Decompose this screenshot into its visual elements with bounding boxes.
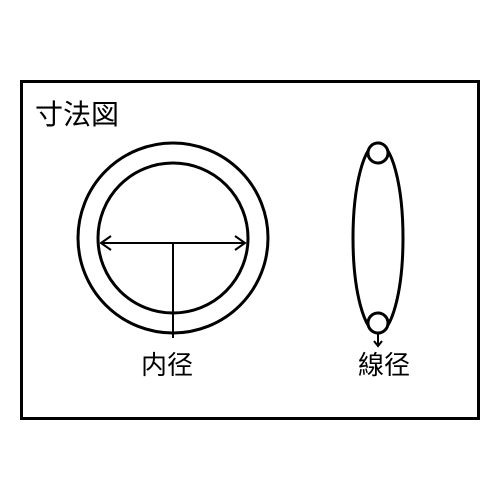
ring-side-view bbox=[343, 138, 413, 338]
ring-front-view bbox=[73, 138, 273, 338]
diagram-title: 寸法図 bbox=[35, 93, 119, 133]
cross-section-label: 線径 bbox=[358, 345, 410, 382]
diagram-frame: 寸法図 内径 線径 bbox=[20, 80, 480, 420]
inner-diameter-label: 内径 bbox=[141, 345, 193, 382]
